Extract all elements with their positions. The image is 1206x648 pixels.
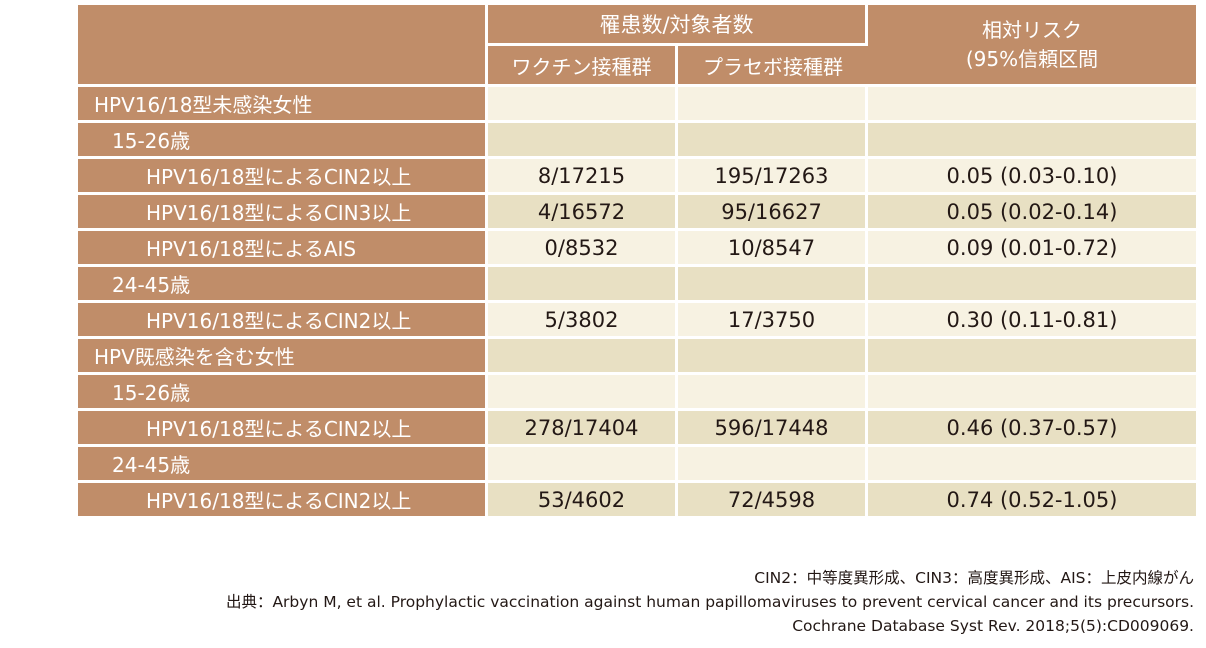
- relative-risk-cell: 0.74 (0.52-1.05): [868, 483, 1197, 519]
- relative-risk-cell: [868, 375, 1197, 411]
- relative-risk-cell: 0.30 (0.11-0.81): [868, 303, 1197, 339]
- relative-risk-cell: 0.05 (0.02-0.14): [868, 195, 1197, 231]
- placebo-cell: [678, 87, 869, 123]
- relative-risk-cell: [868, 267, 1197, 303]
- table-row: HPV16/18型によるCIN2以上 278/17404 596/17448 0.46…: [78, 411, 1197, 447]
- table-row: HPV既感染を含む女性: [78, 339, 1197, 375]
- relative-risk-cell: [868, 87, 1197, 123]
- placebo-cell: 195/17263: [678, 159, 869, 195]
- vaccine-cell: [488, 375, 678, 411]
- placebo-cell: [678, 375, 869, 411]
- results-table: 罹患数/対象者数 相対リスク (95%信頼区間 ワクチン接種群 プラセボ接種群 …: [78, 5, 1197, 519]
- relative-risk-cell: 0.05 (0.03-0.10): [868, 159, 1197, 195]
- header-relative-risk: 相対リスク (95%信頼区間: [868, 5, 1197, 87]
- vaccine-cell: [488, 123, 678, 159]
- row-label: HPV16/18型によるCIN2以上: [78, 159, 488, 195]
- vaccine-cell: 5/3802: [488, 303, 678, 339]
- table-row: HPV16/18型によるCIN2以上 8/17215 195/17263 0.05 (…: [78, 159, 1197, 195]
- table-body: HPV16/18型未感染女性 15-26歳 HPV16/18型によるCIN2以上 8/…: [78, 87, 1197, 519]
- vaccine-cell: 53/4602: [488, 483, 678, 519]
- table-row: HPV16/18型によるCIN3以上 4/16572 95/16627 0.05 (0…: [78, 195, 1197, 231]
- row-label: HPV16/18型によるCIN3以上: [78, 195, 488, 231]
- row-label: HPV16/18型によるCIN2以上: [78, 411, 488, 447]
- relative-risk-cell: [868, 447, 1197, 483]
- table-row: 24-45歳: [78, 447, 1197, 483]
- placebo-cell: 95/16627: [678, 195, 869, 231]
- abbreviation-note: CIN2：中等度異形成、CIN3：高度異形成、AIS：上皮内線がん: [754, 569, 1194, 587]
- placebo-cell: 17/3750: [678, 303, 869, 339]
- table-row: HPV16/18型によるCIN2以上 5/3802 17/3750 0.30 (0.1…: [78, 303, 1197, 339]
- row-label: 24-45歳: [78, 447, 488, 483]
- table-row: 24-45歳: [78, 267, 1197, 303]
- footnotes: CIN2：中等度異形成、CIN3：高度異形成、AIS：上皮内線がん 出典：Arb…: [226, 566, 1194, 638]
- placebo-cell: [678, 447, 869, 483]
- row-label: HPV16/18型によるAIS: [78, 231, 488, 267]
- placebo-cell: 72/4598: [678, 483, 869, 519]
- placebo-cell: 596/17448: [678, 411, 869, 447]
- vaccine-cell: 8/17215: [488, 159, 678, 195]
- row-label: HPV16/18型未感染女性: [78, 87, 488, 123]
- row-label: HPV16/18型によるCIN2以上: [78, 303, 488, 339]
- header-relative-risk-line1: 相対リスク: [982, 17, 1083, 42]
- vaccine-cell: 0/8532: [488, 231, 678, 267]
- placebo-cell: [678, 339, 869, 375]
- row-label: HPV16/18型によるCIN2以上: [78, 483, 488, 519]
- table-row: 15-26歳: [78, 123, 1197, 159]
- table-row: HPV16/18型によるCIN2以上 53/4602 72/4598 0.74 (0.…: [78, 483, 1197, 519]
- source-citation-line1: 出典：Arbyn M, et al. Prophylactic vaccinat…: [225, 593, 1194, 611]
- vaccine-cell: [488, 447, 678, 483]
- relative-risk-cell: 0.09 (0.01-0.72): [868, 231, 1197, 267]
- header-placebo-group: プラセボ接種群: [678, 46, 869, 87]
- vaccine-cell: [488, 87, 678, 123]
- table-row: HPV16/18型未感染女性: [78, 87, 1197, 123]
- row-label: 24-45歳: [78, 267, 488, 303]
- vaccine-cell: 4/16572: [488, 195, 678, 231]
- placebo-cell: 10/8547: [678, 231, 869, 267]
- vaccine-cell: 278/17404: [488, 411, 678, 447]
- row-label: 15-26歳: [78, 123, 488, 159]
- header-relative-risk-line2: (95%信頼区間: [965, 46, 1099, 71]
- source-citation-line2: Cochrane Database Syst Rev. 2018;5(5):CD…: [792, 617, 1194, 635]
- relative-risk-cell: [868, 123, 1197, 159]
- relative-risk-cell: 0.46 (0.37-0.57): [868, 411, 1197, 447]
- header-vaccine-group: ワクチン接種群: [488, 46, 678, 87]
- row-label: 15-26歳: [78, 375, 488, 411]
- table-row: HPV16/18型によるAIS 0/8532 10/8547 0.09 (0.01-0…: [78, 231, 1197, 267]
- vaccine-cell: [488, 267, 678, 303]
- row-label: HPV既感染を含む女性: [78, 339, 488, 375]
- placebo-cell: [678, 123, 869, 159]
- placebo-cell: [678, 267, 869, 303]
- header-corner: [78, 5, 488, 87]
- relative-risk-cell: [868, 339, 1197, 375]
- table-row: 15-26歳: [78, 375, 1197, 411]
- vaccine-cell: [488, 339, 678, 375]
- header-incidence-group: 罹患数/対象者数: [488, 5, 869, 46]
